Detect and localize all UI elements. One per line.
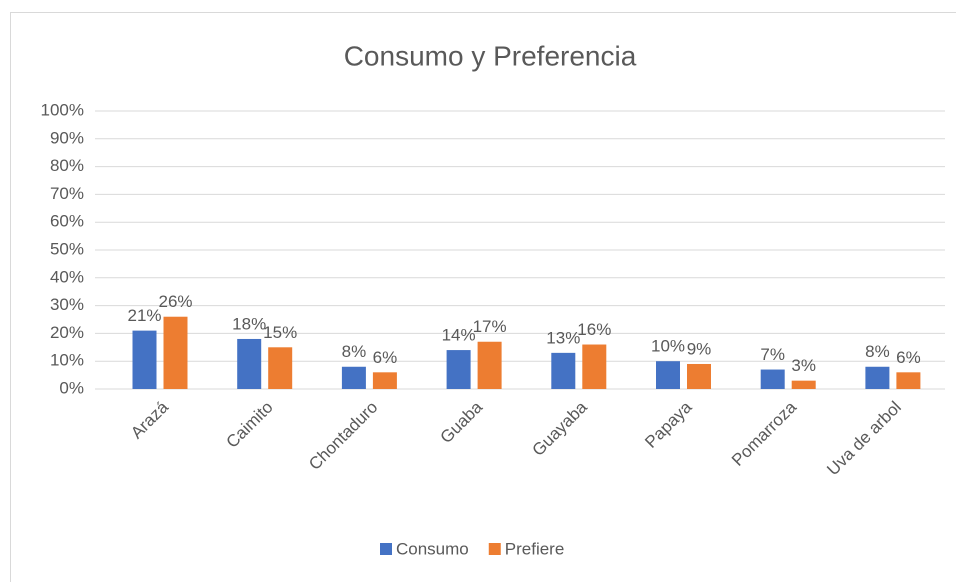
- data-label: 8%: [342, 342, 367, 361]
- bar: [237, 338, 262, 389]
- data-label: 15%: [263, 323, 297, 342]
- bar: [477, 341, 502, 389]
- legend-swatch: [380, 543, 392, 555]
- data-label: 18%: [232, 314, 266, 333]
- chart-title: Consumo y Preferencia: [344, 40, 637, 71]
- bar: [896, 372, 921, 389]
- bar: [268, 347, 293, 389]
- y-tick-label: 30%: [50, 295, 84, 314]
- bar: [446, 350, 471, 389]
- bar: [791, 380, 816, 389]
- data-label: 3%: [791, 356, 816, 375]
- data-label: 14%: [442, 326, 476, 345]
- bar: [656, 361, 680, 389]
- chart-frame: [10, 12, 956, 582]
- data-label: 10%: [651, 337, 685, 356]
- y-tick-label: 60%: [50, 212, 84, 231]
- bar: [372, 372, 397, 389]
- bar: [132, 330, 157, 389]
- legend-label: Prefiere: [505, 539, 565, 558]
- y-tick-label: 0%: [59, 378, 84, 397]
- legend-swatch: [488, 543, 501, 555]
- y-tick-label: 50%: [50, 239, 84, 258]
- bar: [551, 352, 576, 389]
- y-tick-label: 70%: [50, 184, 84, 203]
- data-label: 17%: [473, 317, 507, 336]
- y-tick-label: 10%: [50, 351, 84, 370]
- y-tick-label: 20%: [50, 323, 84, 342]
- legend-label: Consumo: [396, 539, 469, 558]
- bar: [687, 363, 711, 389]
- data-label: 6%: [373, 348, 398, 367]
- y-tick-label: 80%: [50, 156, 84, 175]
- data-label: 7%: [760, 345, 785, 364]
- data-label: 21%: [127, 306, 161, 325]
- data-label: 26%: [158, 292, 192, 311]
- bar: [760, 369, 785, 389]
- bar: [582, 344, 607, 389]
- bar: [341, 366, 366, 389]
- data-label: 8%: [865, 342, 890, 361]
- y-tick-label: 100%: [41, 100, 84, 119]
- bar: [865, 366, 890, 389]
- data-label: 9%: [687, 339, 712, 358]
- data-label: 6%: [896, 348, 921, 367]
- bar: [163, 316, 188, 389]
- y-tick-label: 40%: [50, 267, 84, 286]
- data-label: 13%: [546, 328, 580, 347]
- y-tick-label: 90%: [50, 128, 84, 147]
- data-label: 16%: [577, 320, 611, 339]
